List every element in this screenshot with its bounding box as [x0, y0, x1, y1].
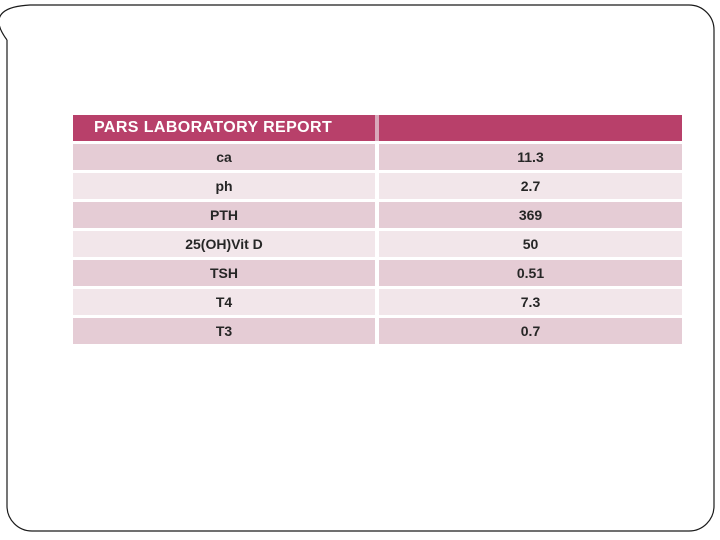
test-name-cell: 25(OH)Vit D [73, 231, 375, 257]
test-name-cell: ph [73, 173, 375, 199]
table-header-row: PARS LABORATORY REPORT [73, 115, 682, 141]
table-row: TSH 0.51 [73, 260, 682, 286]
test-value-cell: 7.3 [379, 289, 682, 315]
test-name-cell: T3 [73, 318, 375, 344]
test-value-cell: 0.7 [379, 318, 682, 344]
table-row: PTH 369 [73, 202, 682, 228]
table-row: T3 0.7 [73, 318, 682, 344]
test-name-cell: T4 [73, 289, 375, 315]
test-value-cell: 369 [379, 202, 682, 228]
test-value-cell: 50 [379, 231, 682, 257]
table-title: PARS LABORATORY REPORT [73, 115, 375, 141]
table-body: ca 11.3 ph 2.7 PTH 369 25(OH)Vit D 50 TS… [73, 144, 682, 344]
table-row: ph 2.7 [73, 173, 682, 199]
test-value-cell: 0.51 [379, 260, 682, 286]
test-name-cell: ca [73, 144, 375, 170]
table-header-value-cell [379, 115, 682, 141]
table-row: 25(OH)Vit D 50 [73, 231, 682, 257]
lab-results-table: PARS LABORATORY REPORT ca 11.3 ph 2.7 PT… [73, 115, 682, 344]
table-row: T4 7.3 [73, 289, 682, 315]
test-name-cell: TSH [73, 260, 375, 286]
test-value-cell: 2.7 [379, 173, 682, 199]
table-row: ca 11.3 [73, 144, 682, 170]
test-name-cell: PTH [73, 202, 375, 228]
test-value-cell: 11.3 [379, 144, 682, 170]
